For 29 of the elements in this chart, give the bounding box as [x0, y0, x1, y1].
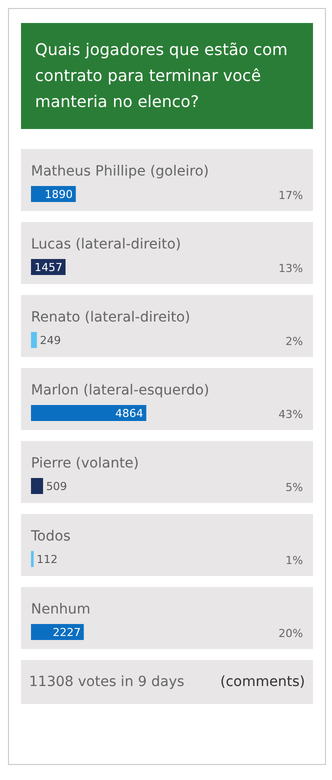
y-tick-label: Renato (lateral-direito) [31, 310, 190, 326]
y-tick-label: Marlon (lateral-esquerdo) [31, 382, 210, 398]
data-label: 509 [46, 480, 68, 493]
text: 13% [278, 262, 303, 275]
y-tick-label: Lucas (lateral-direito) [31, 236, 182, 252]
y-tick-label: Todos [30, 528, 70, 544]
text: 5% [286, 481, 303, 494]
chart-title: Quais jogadores que estão com contrato para terminar você manteria no elenco? [21, 23, 313, 129]
bar [31, 551, 34, 567]
y-tick-label: Nenhum [31, 602, 90, 618]
data-label: 4864 [115, 407, 144, 420]
text: 20% [278, 627, 303, 640]
y-tick-label: Pierre (volante) [31, 456, 139, 472]
text: 2% [286, 335, 303, 348]
data-label: 1457 [34, 261, 63, 274]
text: 43% [278, 408, 303, 421]
y-tick-label: Matheus Phillipe (goleiro) [31, 164, 209, 180]
bar [31, 332, 37, 348]
bar [31, 478, 44, 494]
data-label: 112 [36, 553, 58, 566]
data-label: 1890 [44, 188, 73, 201]
data-label: 249 [40, 334, 61, 347]
data-label: 2227 [52, 626, 81, 639]
text: 17% [278, 189, 303, 202]
bar [31, 405, 146, 421]
text: 11308 votes in 9 days [29, 674, 184, 690]
bar [31, 624, 84, 640]
text: 1% [286, 554, 303, 567]
text: (comments) [220, 674, 305, 690]
